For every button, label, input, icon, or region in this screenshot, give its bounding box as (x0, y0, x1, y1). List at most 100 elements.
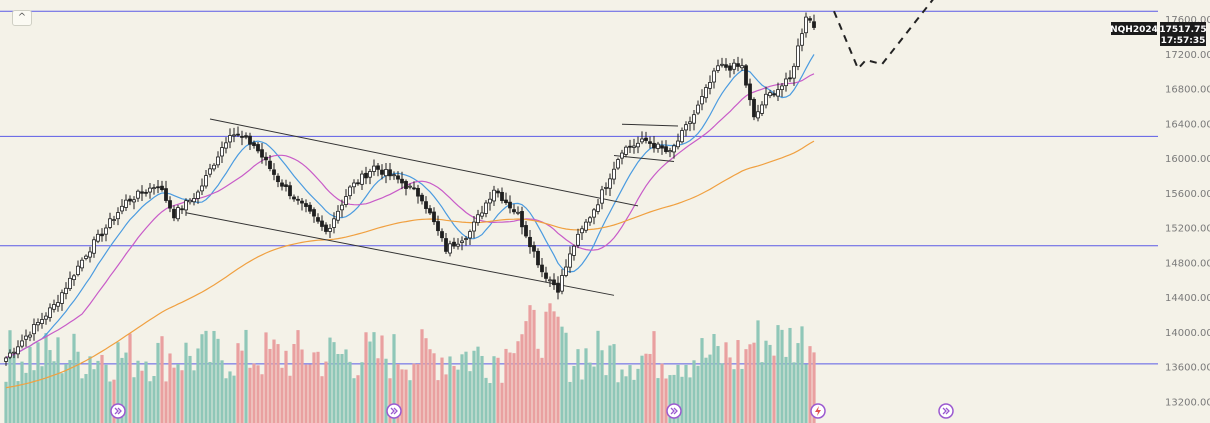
volume-bar (584, 348, 588, 423)
volume-bar (620, 369, 624, 423)
candle-body (684, 124, 688, 131)
candle (40, 312, 44, 329)
event-marker-icon[interactable] (666, 403, 682, 419)
candle-body (700, 96, 704, 105)
candle (364, 166, 368, 185)
volume-bar (36, 342, 40, 423)
candle (468, 229, 472, 246)
candle (716, 59, 720, 73)
chevron-glyph (114, 407, 122, 415)
volume-bar (424, 338, 428, 423)
candle-body (412, 187, 416, 190)
candle (184, 198, 188, 216)
candle-body (760, 104, 764, 114)
candle (460, 236, 464, 251)
chevron-glyph (942, 407, 950, 415)
candle (636, 136, 640, 154)
candle-body (504, 199, 508, 204)
candle (112, 215, 116, 225)
candle (400, 171, 404, 190)
candle-body (348, 186, 352, 197)
candle (316, 213, 320, 224)
volume-bar (8, 330, 12, 423)
candle-body (560, 275, 564, 292)
volume-bar (360, 362, 364, 423)
candle (588, 215, 592, 226)
volume-bar (348, 361, 352, 423)
candle-body (756, 111, 760, 119)
event-marker-icon[interactable] (938, 403, 954, 419)
volume-bar (64, 364, 68, 423)
volume-bar (172, 367, 176, 423)
candle-body (488, 198, 492, 204)
candle-body (292, 196, 296, 200)
candle-body (692, 114, 696, 124)
volume-bar (676, 364, 680, 423)
price-tick-label: 15600.00 (1165, 189, 1210, 200)
candle-body (468, 231, 472, 239)
volume-bar (592, 366, 596, 423)
event-marker-icon[interactable] (110, 403, 126, 419)
candle-body (676, 140, 680, 148)
volume-bar (628, 365, 632, 423)
volume-bar (200, 334, 204, 423)
lightning-event-icon[interactable] (810, 403, 826, 419)
candle-body (252, 142, 256, 146)
candle (256, 141, 260, 154)
volume-bar (408, 380, 412, 423)
candle (332, 212, 336, 234)
candle (56, 294, 60, 312)
volume-bar (760, 362, 764, 423)
volume-bar (256, 365, 260, 423)
candle-body (300, 200, 304, 204)
candle-body (608, 178, 612, 189)
volume-bar (524, 321, 528, 423)
volume-bar (436, 380, 440, 423)
candle (624, 145, 628, 158)
candle (568, 246, 572, 273)
volume-bar (748, 344, 752, 423)
candle-body (128, 198, 132, 202)
event-markers[interactable] (110, 403, 954, 419)
candle-body (600, 189, 604, 204)
volume-bar (284, 350, 288, 423)
candle (632, 138, 636, 154)
volume-bar (692, 360, 696, 423)
volume-bar (576, 349, 580, 423)
candle-body (668, 150, 672, 153)
candle-body (648, 141, 652, 144)
candle (480, 205, 484, 220)
volume-bar (448, 356, 452, 423)
candle (236, 126, 240, 137)
candle (92, 236, 96, 258)
volume-bar (20, 361, 24, 423)
candle (628, 139, 632, 153)
volume-bar (364, 332, 368, 423)
candle (688, 116, 692, 132)
candle-body (288, 185, 292, 197)
candle (560, 269, 564, 295)
candle-body (496, 190, 500, 194)
chevron-glyph (390, 407, 398, 415)
collapse-legend-button[interactable]: ^ (12, 10, 32, 26)
volume-bar (52, 361, 56, 423)
last-price-tag: 17517.75 (1159, 25, 1206, 35)
volume-bar (516, 341, 520, 423)
volume-bar (128, 333, 132, 423)
candle-body (664, 146, 668, 152)
volume-bar (412, 363, 416, 423)
candle-body (280, 182, 284, 187)
candle-body (216, 156, 220, 166)
candle (296, 195, 300, 205)
candle-body (384, 169, 388, 177)
candle-body (672, 145, 676, 153)
candle (280, 179, 284, 191)
event-marker-icon[interactable] (386, 403, 402, 419)
candle (520, 206, 524, 235)
volume-bar (488, 382, 492, 423)
volume-bar (124, 352, 128, 423)
candle-body (264, 156, 268, 161)
candle (448, 240, 452, 257)
